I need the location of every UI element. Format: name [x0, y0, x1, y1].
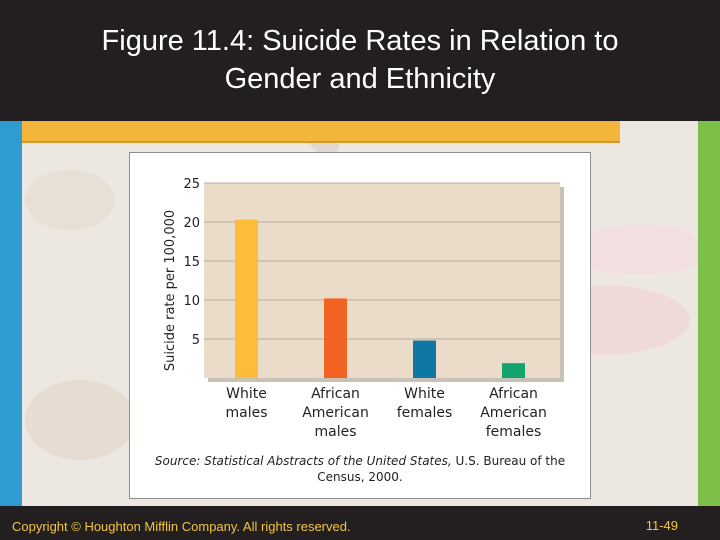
x-tick-label: White [404, 386, 445, 402]
x-tick-label: females [397, 405, 453, 421]
y-tick-label: 5 [192, 333, 200, 348]
y-tick-label: 25 [183, 177, 200, 192]
slide-number: 11-49 [645, 518, 678, 533]
source-note: Source: Statistical Abstracts of the Uni… [150, 453, 570, 485]
copyright-text: Copyright © Houghton Mifflin Company. Al… [12, 519, 351, 534]
y-tick-label: 10 [183, 294, 200, 309]
source-suffix: U.S. Bureau of the Census, 2000. [317, 454, 566, 484]
chart-card: 5 10 15 20 25 Suicide rate per 100,000 White ma… [129, 152, 591, 499]
y-tick-label: 15 [183, 255, 200, 270]
x-tick-label: males [225, 405, 267, 421]
slide-title-line-1: Figure 11.4: Suicide Rates in Relation t… [101, 25, 619, 57]
header-accent-band [22, 121, 620, 143]
bar [324, 298, 347, 378]
bar [235, 219, 258, 378]
bar-chart: 5 10 15 20 25 Suicide rate per 100,000 White ma… [163, 177, 564, 440]
bar [413, 340, 436, 378]
right-accent-strip [698, 121, 720, 506]
source-prefix: Source: Statistical Abstracts of the Uni… [154, 454, 452, 468]
slide-title-line-2: Gender and Ethnicity [224, 63, 496, 95]
footer-bar: Copyright © Houghton Mifflin Company. Al… [0, 506, 720, 540]
x-tick-label: females [486, 424, 542, 440]
y-axis-label: Suicide rate per 100,000 [163, 210, 178, 371]
x-tick-label: American [480, 405, 547, 421]
x-tick-label: African [489, 386, 538, 402]
x-tick-label: African [311, 386, 360, 402]
x-tick-label: American [302, 405, 369, 421]
plot-area [204, 183, 560, 378]
bar [502, 363, 525, 378]
slide-title: Figure 11.4: Suicide Rates in Relation t… [40, 22, 680, 98]
title-bar: Figure 11.4: Suicide Rates in Relation t… [0, 0, 720, 121]
x-tick-label: White [226, 386, 267, 402]
y-tick-label: 20 [183, 216, 200, 231]
x-tick-label: males [314, 424, 356, 440]
left-accent-strip [0, 121, 22, 506]
